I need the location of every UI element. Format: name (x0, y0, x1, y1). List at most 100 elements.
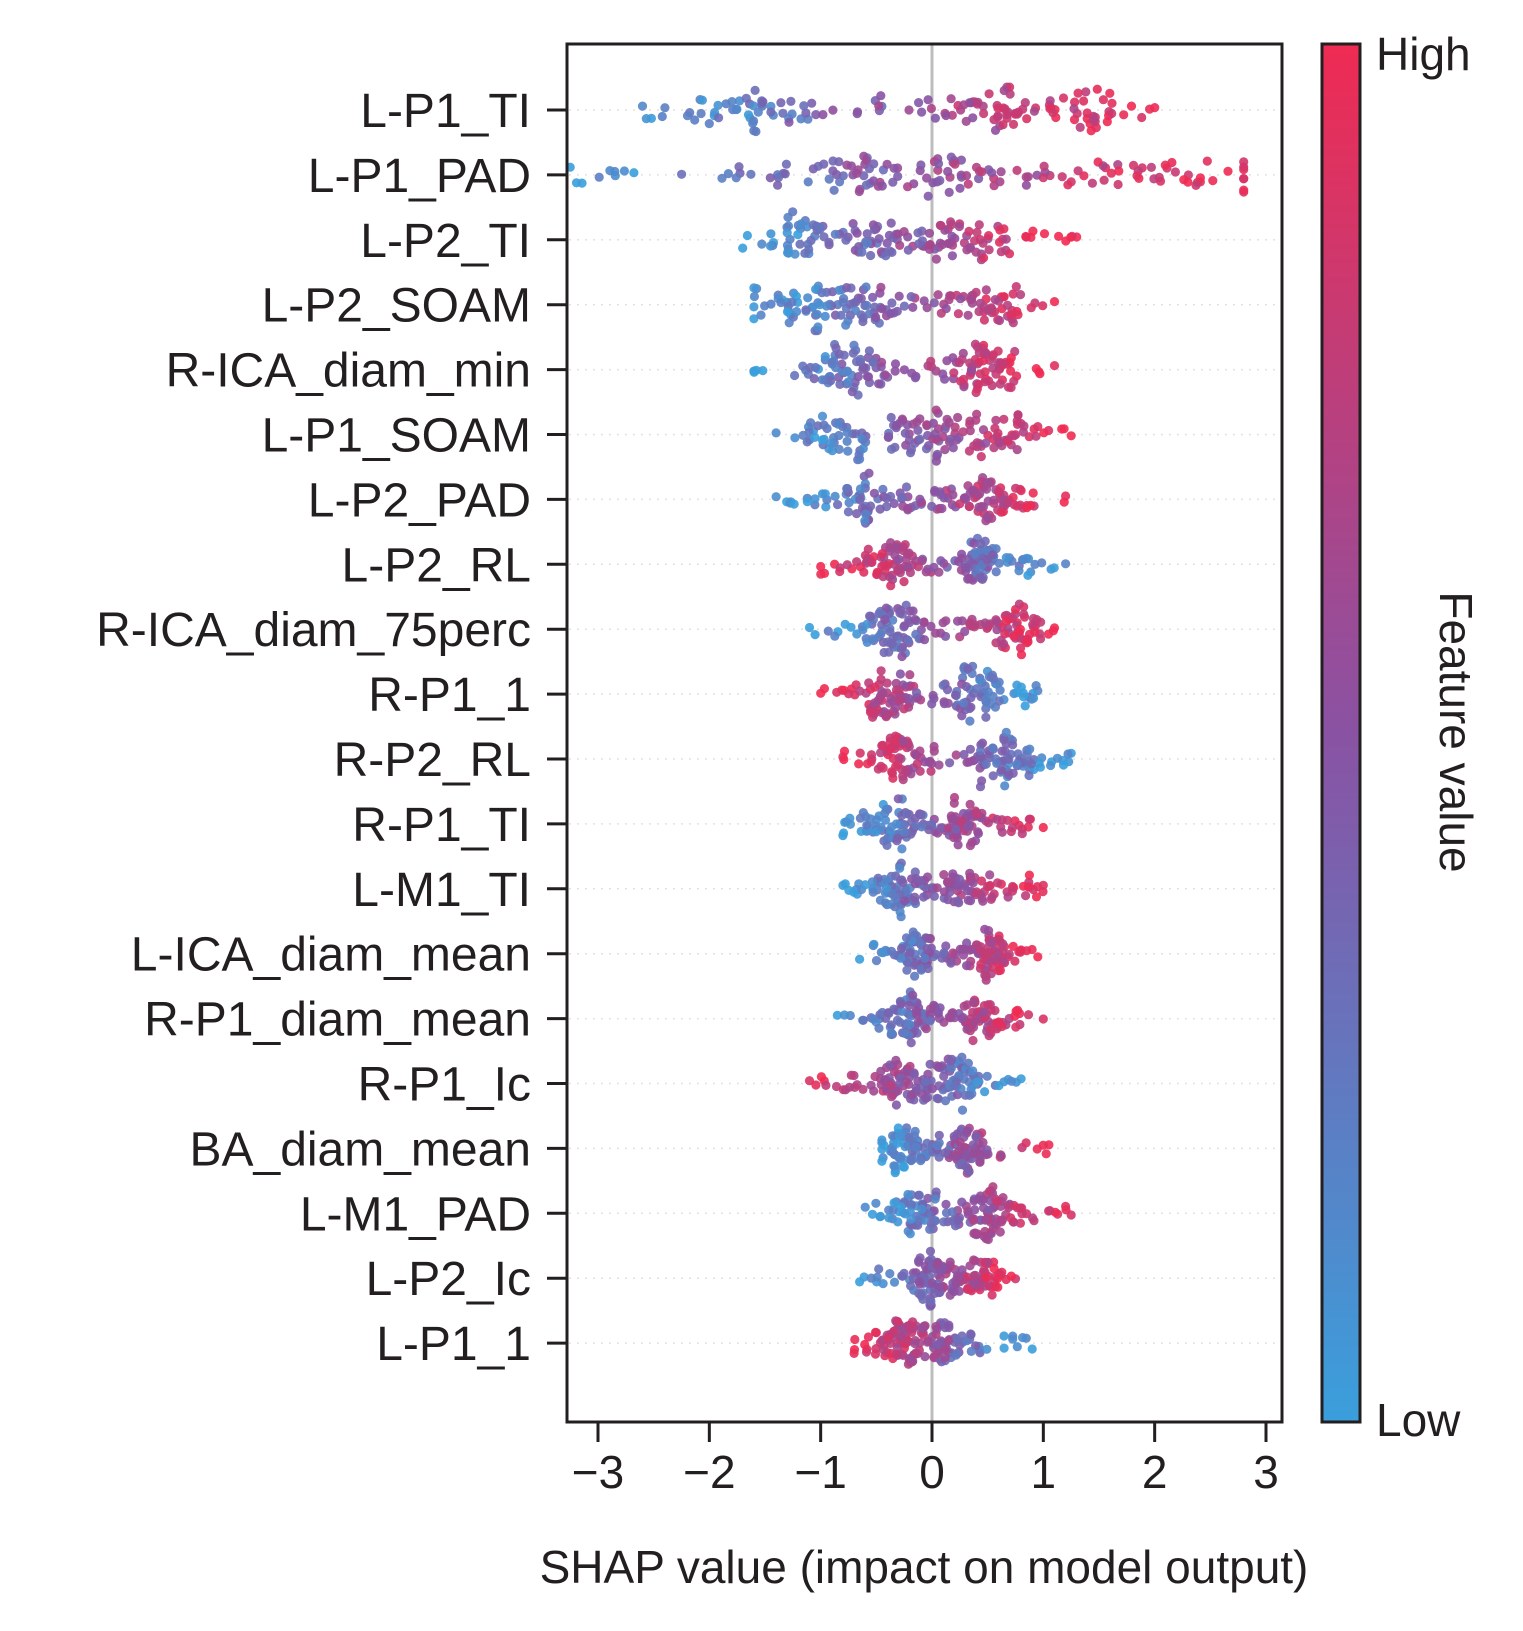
shap-point (1038, 1014, 1048, 1024)
shap-point (713, 100, 723, 110)
shap-point (841, 320, 851, 330)
shap-point (973, 379, 984, 390)
shap-point (731, 173, 741, 183)
shap-point (884, 546, 894, 556)
shap-point (984, 89, 994, 99)
colorbar-high-label: High (1376, 28, 1471, 80)
shap-point (766, 299, 776, 309)
shap-point (1058, 760, 1069, 770)
shap-point (883, 1008, 893, 1018)
shap-point (957, 1197, 967, 1207)
shap-point (753, 107, 763, 117)
shap-point (976, 745, 986, 756)
shap-point (1009, 631, 1019, 641)
shap-point (928, 178, 938, 188)
shap-point (891, 1349, 902, 1359)
shap-point (909, 1068, 919, 1078)
shap-point (981, 348, 991, 358)
shap-point (903, 182, 913, 192)
shap-point (994, 486, 1004, 496)
shap-point (831, 1081, 842, 1092)
shap-point (877, 1135, 887, 1145)
shap-point (830, 631, 840, 641)
shap-point (1075, 122, 1085, 132)
shap-point (810, 630, 820, 640)
shap-point (1004, 770, 1014, 780)
shap-point (996, 765, 1007, 775)
shap-point (944, 238, 954, 249)
x-tick-label: −2 (683, 1446, 735, 1498)
feature-label: L-P2_Ic (366, 1253, 531, 1306)
shap-point (905, 1019, 915, 1030)
shap-point (843, 507, 854, 517)
shap-point (938, 618, 948, 628)
shap-point (893, 1316, 903, 1327)
shap-point (967, 294, 977, 304)
shap-point (875, 1211, 886, 1221)
shap-point (948, 443, 958, 453)
shap-point (959, 698, 969, 708)
shap-point (1032, 615, 1042, 625)
shap-point (935, 1003, 945, 1013)
shap-point (922, 944, 932, 954)
shap-point (999, 414, 1009, 424)
shap-point (803, 177, 813, 187)
shap-point (839, 746, 850, 756)
shap-point (957, 1052, 967, 1062)
shap-point (868, 634, 878, 644)
shap-point (992, 758, 1002, 769)
shap-point (1016, 643, 1026, 653)
shap-point (912, 417, 922, 427)
shap-point (970, 549, 980, 560)
shap-point (781, 159, 792, 169)
shap-point (969, 1148, 979, 1158)
shap-point (889, 1198, 899, 1208)
shap-point (945, 758, 955, 768)
shap-point (977, 738, 988, 748)
shap-point (852, 508, 862, 519)
shap-point (795, 239, 805, 249)
shap-point (849, 1345, 860, 1355)
shap-point (849, 340, 859, 350)
shap-point (969, 1215, 979, 1225)
shap-point (803, 293, 813, 303)
shap-point (884, 432, 894, 442)
shap-point (890, 366, 900, 376)
shap-point (947, 814, 957, 824)
shap-point (927, 1084, 938, 1094)
shap-point (1070, 97, 1080, 107)
shap-point (855, 954, 865, 964)
shap-point (930, 1194, 940, 1204)
shap-point (994, 696, 1004, 706)
shap-point (1008, 1334, 1018, 1344)
plot-frame (565, 42, 1284, 1424)
shap-point (863, 238, 873, 248)
shap-point (571, 178, 582, 188)
shap-point (950, 159, 960, 169)
shap-point (862, 759, 873, 769)
shap-point (1160, 160, 1170, 170)
shap-point (1145, 104, 1155, 114)
shap-point (919, 617, 929, 628)
shap-point (1010, 956, 1020, 966)
shap-point (1049, 361, 1060, 371)
shap-point (1079, 171, 1089, 181)
shap-point (972, 227, 982, 237)
shap-point (936, 628, 946, 638)
shap-point (1073, 88, 1083, 98)
shap-point (949, 798, 959, 808)
shap-point (976, 539, 986, 549)
shap-point (926, 1296, 936, 1306)
shap-point (690, 115, 700, 125)
shap-point (944, 1320, 954, 1330)
shap-point (1007, 886, 1018, 896)
shap-point (749, 302, 759, 312)
shap-point (818, 110, 828, 120)
shap-point (986, 303, 996, 313)
shap-point (1008, 318, 1018, 328)
shap-point (997, 359, 1007, 369)
shap-point (920, 1321, 930, 1331)
shap-point (989, 1263, 999, 1274)
shap-point (1012, 445, 1022, 455)
shap-point (893, 1123, 903, 1133)
